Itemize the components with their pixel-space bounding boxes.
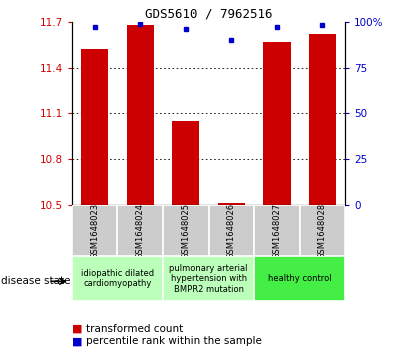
Text: pulmonary arterial
hypertension with
BMPR2 mutation: pulmonary arterial hypertension with BMP…	[169, 264, 248, 294]
Bar	[209, 205, 254, 256]
Bar	[118, 205, 163, 256]
Text: GSM1648025: GSM1648025	[181, 203, 190, 258]
Bar	[218, 203, 245, 205]
Text: GSM1648028: GSM1648028	[318, 203, 327, 258]
Bar	[309, 34, 336, 205]
Bar	[263, 42, 291, 205]
Bar	[127, 25, 154, 205]
Text: GSM1648026: GSM1648026	[227, 203, 236, 258]
Text: transformed count: transformed count	[86, 323, 184, 334]
Bar	[300, 205, 345, 256]
Text: GSM1648024: GSM1648024	[136, 203, 145, 258]
Text: healthy control: healthy control	[268, 274, 332, 283]
Bar	[254, 256, 345, 301]
Bar	[72, 205, 118, 256]
Text: disease state: disease state	[1, 276, 70, 286]
Bar	[163, 205, 209, 256]
Bar	[254, 205, 300, 256]
Text: ■: ■	[72, 336, 86, 346]
Text: ■: ■	[72, 323, 86, 334]
Text: idiopathic dilated
cardiomyopathy: idiopathic dilated cardiomyopathy	[81, 269, 154, 288]
Bar	[172, 121, 199, 205]
Bar	[163, 256, 254, 301]
Text: GSM1648023: GSM1648023	[90, 203, 99, 258]
Text: percentile rank within the sample: percentile rank within the sample	[86, 336, 262, 346]
Text: GSM1648027: GSM1648027	[272, 203, 282, 258]
Bar	[72, 256, 163, 301]
Title: GDS5610 / 7962516: GDS5610 / 7962516	[145, 8, 272, 21]
Bar	[81, 49, 109, 205]
